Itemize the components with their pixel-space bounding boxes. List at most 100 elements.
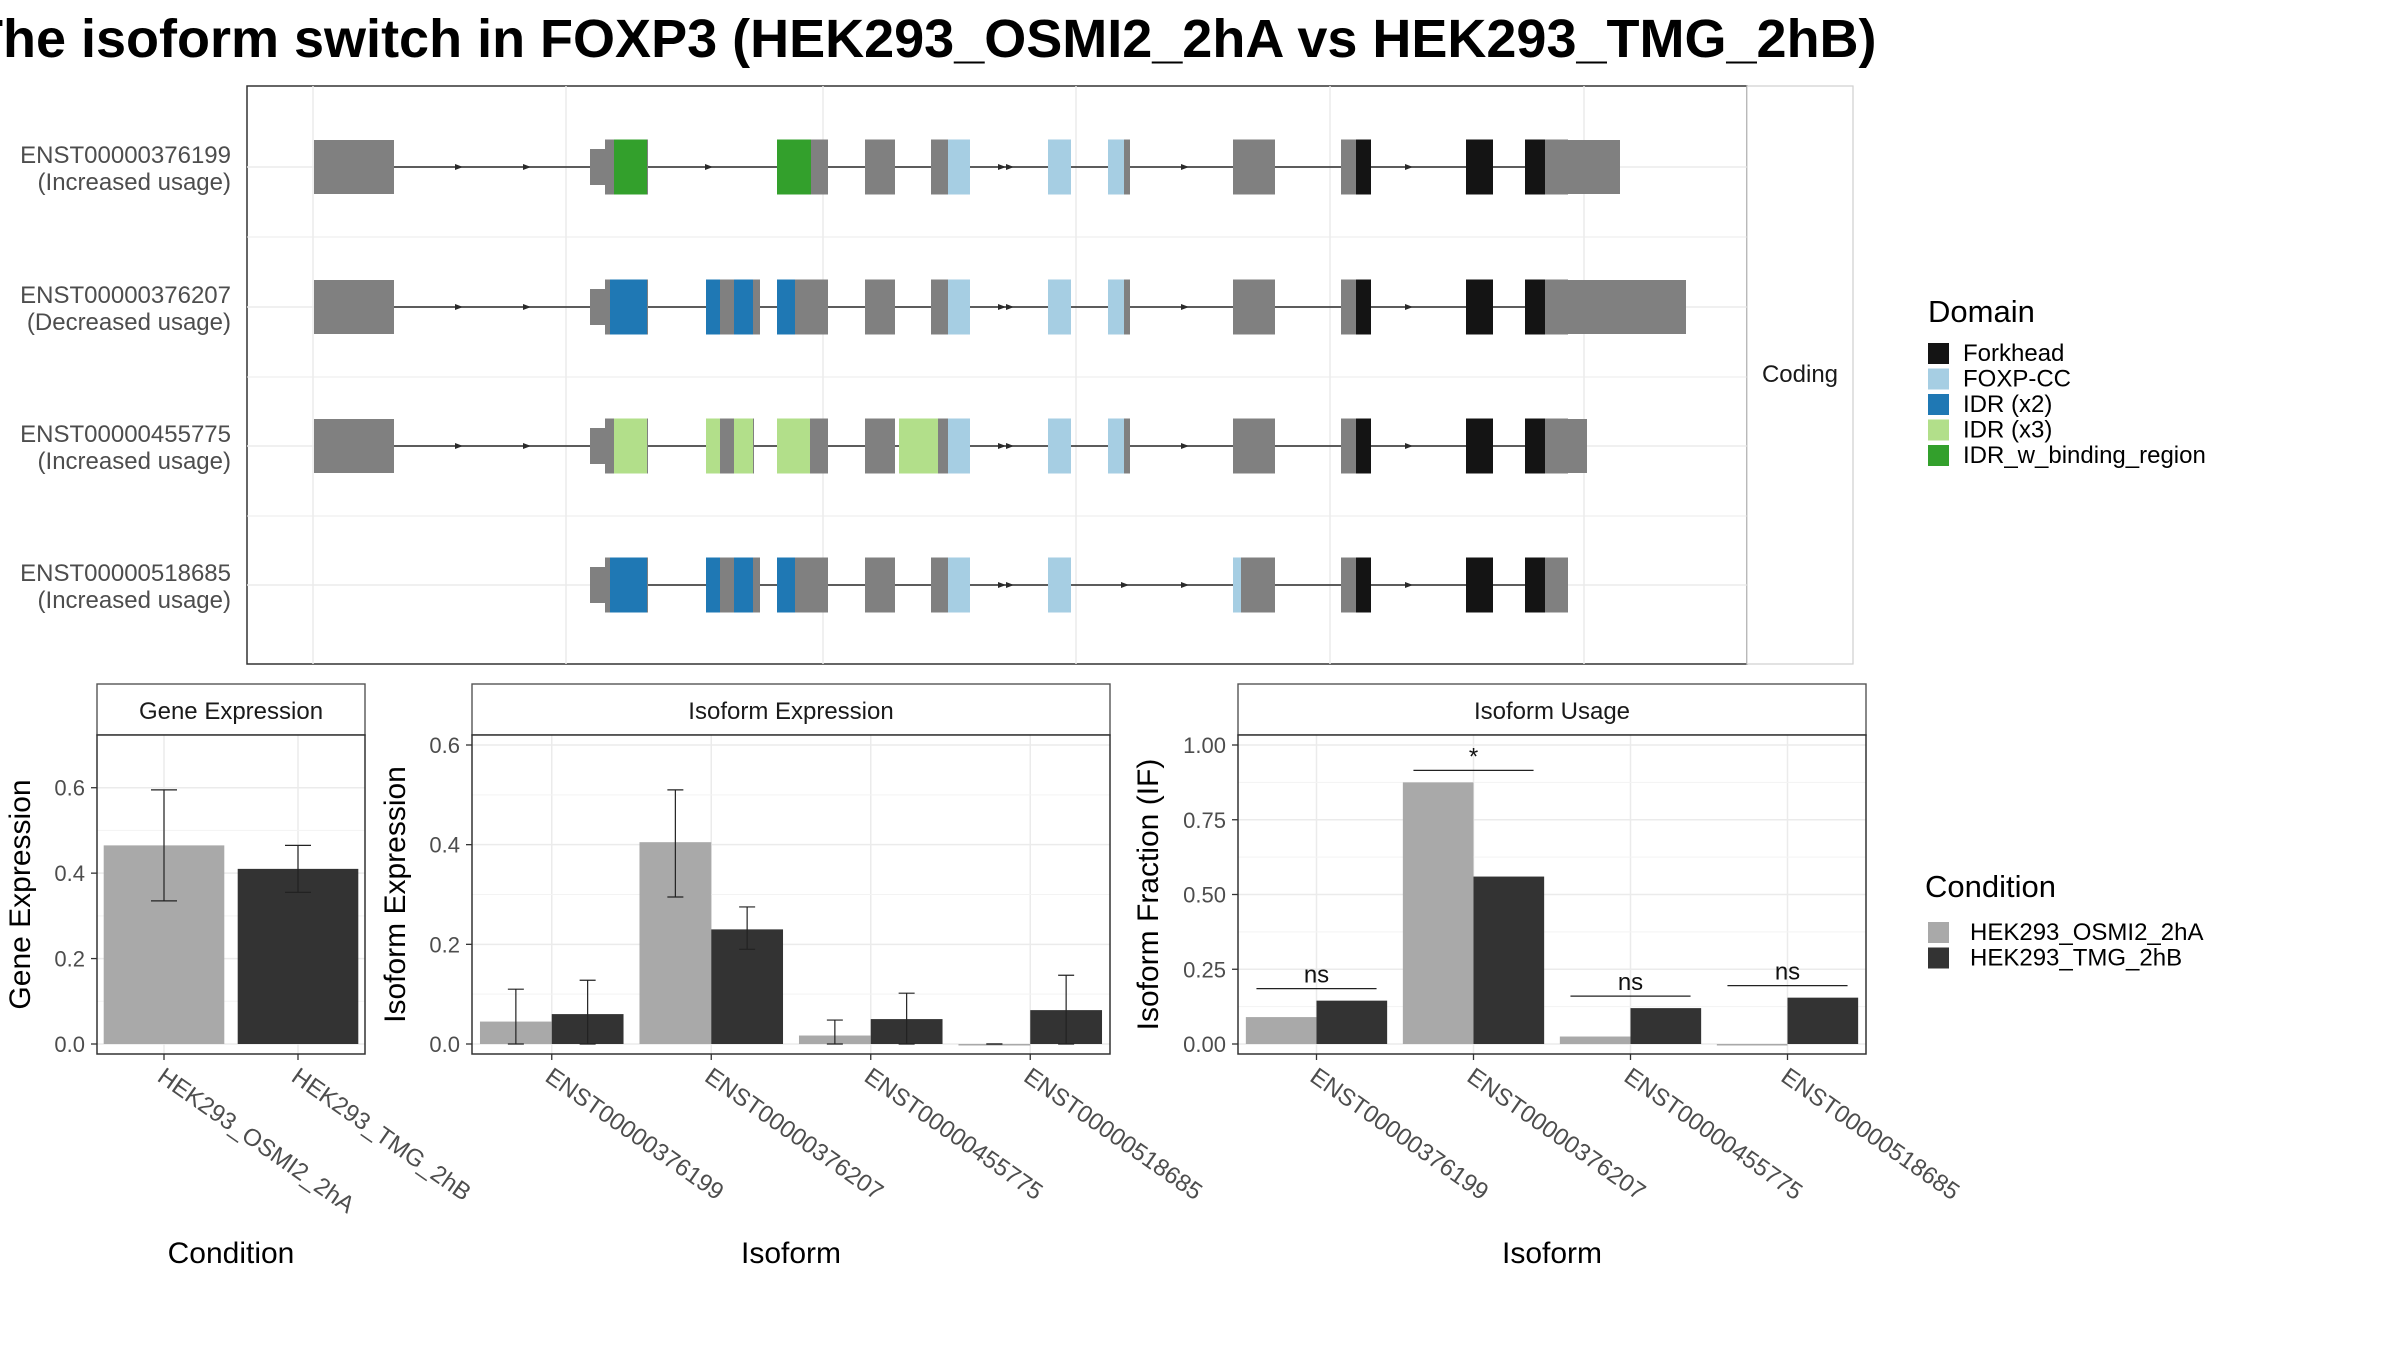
y-tick-label: 0.0 — [54, 1032, 85, 1057]
utr-exon — [1568, 280, 1686, 334]
condition-legend-key — [1928, 947, 1949, 969]
condition-legend-label: HEK293_TMG_2hB — [1970, 945, 2182, 972]
direction-arrow — [1405, 582, 1413, 588]
track-label-id: ENST00000518685 — [20, 560, 231, 587]
panel-title: Isoform Expression — [688, 698, 893, 725]
domain-segment — [899, 418, 938, 474]
bar — [1787, 997, 1859, 1044]
y-tick-label: 0.4 — [429, 833, 460, 858]
condition-legend-label: HEK293_OSMI2_2hA — [1970, 919, 2203, 946]
domain-segment — [948, 279, 970, 335]
panel-border — [1237, 734, 1867, 1055]
x-axis-label: Isoform — [741, 1237, 841, 1270]
domain-segment — [948, 557, 970, 613]
panel-border — [96, 734, 366, 1055]
panel-title-strip — [1237, 683, 1867, 736]
track-labels: ENST00000376199(Increased usage)ENST0000… — [20, 142, 231, 614]
domain-segment — [610, 279, 647, 335]
y-tick-label: 0.6 — [54, 776, 85, 801]
domain-segment — [1356, 279, 1371, 335]
structure-plot-border — [246, 85, 1748, 665]
panel-title-strip — [96, 683, 366, 736]
significance-label: * — [1469, 743, 1478, 770]
domain-segment — [1466, 557, 1493, 613]
significance-label: ns — [1775, 959, 1800, 986]
domain-legend-key — [1928, 343, 1949, 364]
utr-exon — [590, 289, 605, 325]
domain-legend-label: IDR_w_binding_region — [1963, 442, 2206, 469]
domain-segment — [1466, 418, 1493, 474]
direction-arrow — [1181, 582, 1189, 588]
domain-segment — [706, 279, 720, 335]
domain-segment — [777, 418, 810, 474]
direction-arrow — [1006, 443, 1014, 449]
direction-arrow — [1006, 582, 1014, 588]
domain-segment — [777, 279, 795, 335]
panel-title: Gene Expression — [139, 698, 323, 725]
bar — [1559, 1036, 1631, 1044]
direction-arrow — [1405, 304, 1413, 310]
isoform-usage-panel: Isoform Usage0.000.250.500.751.00nsENST0… — [1132, 683, 1964, 1270]
main-title: The isoform switch in FOXP3 (HEK293_OSMI… — [0, 9, 1877, 69]
direction-arrow — [1006, 304, 1014, 310]
direction-arrow — [1006, 164, 1014, 170]
domain-segment — [1525, 279, 1545, 335]
domain-segment — [1048, 139, 1071, 195]
isoform-expression-panel: Isoform Expression0.00.20.40.6ENST000003… — [379, 683, 1207, 1270]
significance-label: ns — [1618, 969, 1643, 996]
domain-segment — [948, 418, 970, 474]
transcript-track — [314, 139, 1620, 195]
track-label-usage: (Increased usage) — [38, 448, 231, 475]
utr-exon — [314, 140, 394, 194]
y-tick-label: 0.2 — [429, 932, 460, 957]
domain-segment — [1525, 139, 1545, 195]
coding-strip — [1746, 85, 1854, 665]
track-label-id: ENST00000455775 — [20, 421, 231, 448]
y-tick-label: 0.4 — [54, 861, 85, 886]
direction-arrow — [998, 164, 1006, 170]
domain-legend-key — [1928, 394, 1949, 415]
direction-arrow — [455, 164, 463, 170]
coding-exon — [865, 557, 895, 613]
domain-segment — [1108, 139, 1124, 195]
y-tick-label: 0.6 — [429, 733, 460, 758]
domain-legend-key — [1928, 368, 1949, 390]
domain-legend-title: Domain — [1928, 294, 2035, 329]
domain-segment — [734, 279, 753, 335]
direction-arrow — [998, 582, 1006, 588]
domain-segment — [1525, 557, 1545, 613]
domain-segment — [706, 418, 720, 474]
track-label-usage: (Decreased usage) — [27, 309, 231, 336]
domain-segment — [1108, 279, 1124, 335]
y-tick-label: 0.75 — [1183, 808, 1226, 833]
domain-segment — [777, 557, 795, 613]
bar — [1630, 1008, 1702, 1044]
direction-arrow — [523, 164, 531, 170]
direction-arrow — [1121, 582, 1129, 588]
coding-exon — [865, 418, 895, 474]
transcript-track — [314, 418, 1587, 474]
domain-segment — [948, 139, 970, 195]
domain-segment — [1048, 418, 1071, 474]
coding-exon — [1233, 279, 1275, 335]
y-tick-label: 1.00 — [1183, 733, 1226, 758]
utr-exon — [590, 149, 605, 185]
domain-legend-key — [1928, 419, 1949, 441]
domain-segment — [1466, 279, 1493, 335]
coding-exon — [1233, 139, 1275, 195]
domain-segment — [1048, 557, 1071, 613]
domain-segment — [1525, 418, 1545, 474]
x-axis-label: Isoform — [1502, 1237, 1602, 1270]
direction-arrow — [455, 443, 463, 449]
transcript-track — [314, 279, 1686, 335]
domain-segment — [1233, 557, 1241, 613]
y-tick-label: 0.00 — [1183, 1032, 1226, 1057]
domain-segment — [614, 418, 647, 474]
x-axis-label: Condition — [168, 1237, 295, 1270]
direction-arrow — [523, 304, 531, 310]
coding-exon — [1233, 418, 1275, 474]
